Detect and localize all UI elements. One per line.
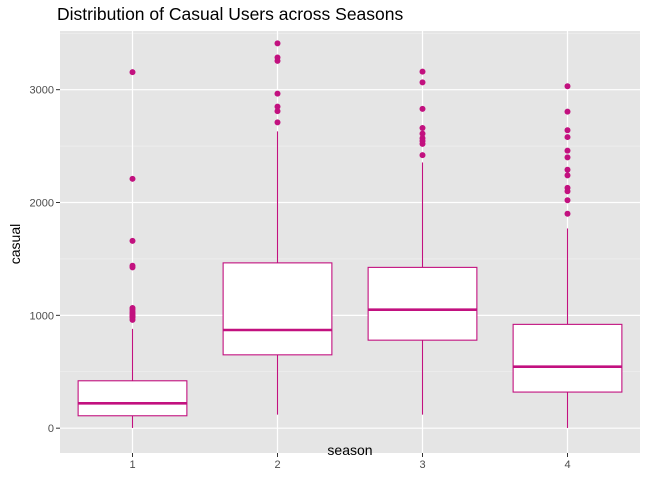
iqr-box [367,266,478,341]
axis-layer: 0 1000 2000 3000 1 2 3 4 [30,85,571,471]
x-axis-title: season [327,442,373,458]
y-tick-label: 3000 [30,85,54,97]
outlier-point [564,197,571,204]
outlier-point [564,172,571,179]
outlier-point [419,79,426,86]
box-season-4 [512,83,623,428]
outlier-point [564,108,571,115]
outlier-point [129,316,136,323]
outlier-point [274,119,281,126]
outlier-point [419,105,426,112]
iqr-box [512,323,623,393]
outlier-point [129,69,136,76]
iqr-box [222,262,333,356]
x-tick-label: 4 [564,459,570,471]
outlier-point [564,147,571,154]
x-tick-label: 2 [274,459,280,471]
outlier-point [419,130,426,137]
outlier-point [564,188,571,195]
outlier-point [274,40,281,47]
outlier-point [129,175,136,182]
box-season-2 [222,40,333,415]
outlier-point [419,68,426,75]
outlier-point [419,125,426,132]
y-tick-label: 2000 [30,198,54,210]
outlier-point [129,264,136,271]
outlier-point [129,237,136,244]
outlier-point [564,154,571,161]
outlier-point [274,57,281,64]
y-tick-label: 1000 [30,310,54,322]
y-axis-title: casual [7,223,23,265]
outlier-point [564,210,571,217]
outlier-point [564,166,571,173]
y-tick-label: 0 [48,423,54,435]
plot-marks [77,40,623,428]
chart-title: Distribution of Casual Users across Seas… [57,4,404,24]
box-season-3 [367,68,478,415]
x-tick-label: 1 [129,459,135,471]
box-season-1 [77,69,188,428]
outlier-point [274,103,281,110]
outlier-point [419,152,426,159]
x-tick-label: 3 [419,459,425,471]
outlier-point [274,108,281,115]
outlier-point [419,140,426,147]
outlier-point [274,90,281,97]
outlier-point [564,83,571,90]
iqr-box [77,380,188,417]
outlier-point [564,134,571,141]
outlier-point [564,127,571,134]
